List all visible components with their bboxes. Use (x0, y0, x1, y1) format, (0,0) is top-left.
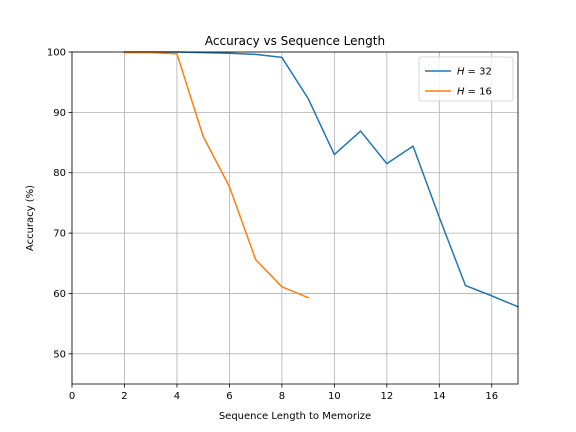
legend-label-1: H = 16 (457, 87, 492, 98)
axis-ticks: 0 2 4 6 8 10 12 14 16 50 60 70 80 90 100 (47, 48, 498, 403)
y-tick-label: 100 (47, 48, 66, 59)
y-tick-label: 70 (53, 229, 66, 240)
x-tick-label: 8 (279, 391, 285, 402)
legend: H = 32H = 16 (418, 56, 514, 102)
y-tick-label: 90 (53, 108, 66, 119)
x-axis-label: Sequence Length to Memorize (219, 411, 371, 422)
legend-var-0: H (457, 67, 465, 78)
legend-var-1: H (457, 87, 465, 98)
y-axis-label: Accuracy (%) (25, 185, 36, 251)
x-tick-label: 4 (174, 391, 180, 402)
x-tick-label: 10 (328, 391, 341, 402)
y-tick-label: 80 (53, 168, 66, 179)
x-tick-label: 16 (485, 391, 498, 402)
x-tick-label: 6 (226, 391, 232, 402)
x-tick-label: 14 (433, 391, 446, 402)
y-tick-label: 60 (53, 289, 66, 300)
y-tick-label: 50 (53, 349, 66, 360)
x-tick-label: 0 (69, 391, 75, 402)
plot-frame (71, 51, 519, 385)
series-line-1 (123, 51, 310, 299)
chart-title: Accuracy vs Sequence Length (205, 34, 385, 48)
legend-value-0: = 32 (468, 67, 492, 78)
legend-label-0: H = 32 (457, 67, 492, 78)
legend-box (418, 56, 514, 102)
legend-value-1: = 16 (468, 87, 492, 98)
x-tick-label: 12 (380, 391, 393, 402)
x-tick-label: 2 (121, 391, 127, 402)
